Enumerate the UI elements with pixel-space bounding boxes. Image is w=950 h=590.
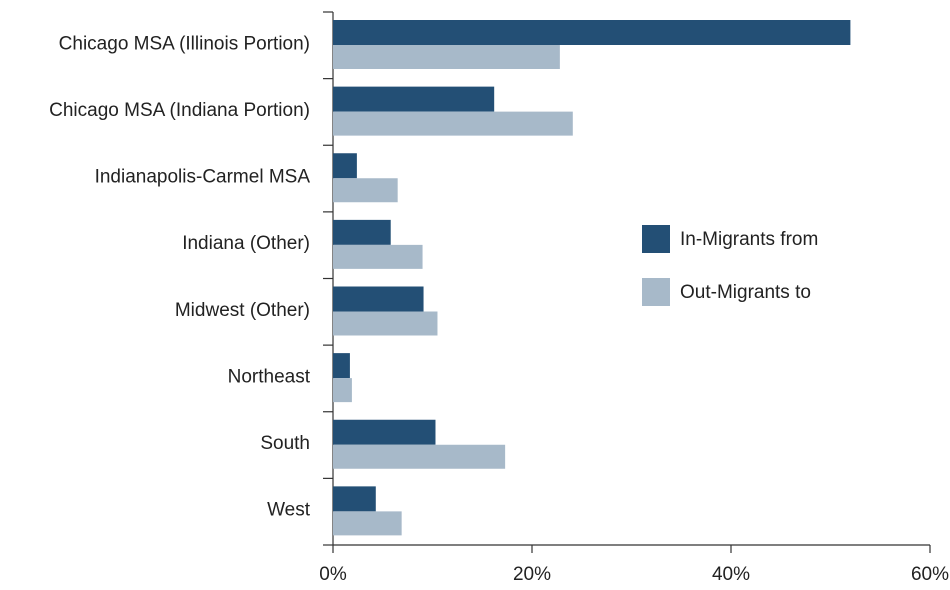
bar — [333, 286, 424, 312]
y-tick-label: Indiana (Other) — [182, 233, 310, 254]
bar — [333, 486, 376, 512]
bar — [333, 20, 851, 45]
legend-label: Out-Migrants to — [680, 282, 811, 303]
legend-swatch — [642, 225, 670, 253]
x-tick-label: 0% — [319, 564, 347, 585]
bar — [333, 378, 352, 403]
y-tick-label: Northeast — [228, 366, 311, 387]
bar — [333, 111, 573, 136]
x-tick-label: 60% — [911, 564, 949, 585]
x-tick-label: 20% — [513, 564, 551, 585]
bar — [333, 419, 436, 445]
y-tick-label: Indianapolis-Carmel MSA — [95, 167, 311, 188]
y-tick-label: Midwest (Other) — [175, 300, 310, 321]
y-tick-label: South — [260, 433, 310, 454]
legend-swatch — [642, 278, 670, 306]
bar — [333, 444, 506, 469]
y-tick-label: Chicago MSA (Indiana Portion) — [49, 100, 310, 121]
bar — [333, 353, 350, 379]
x-tick-label: 40% — [712, 564, 750, 585]
bar — [333, 178, 398, 203]
bar — [333, 244, 423, 269]
legend-label: In-Migrants from — [680, 229, 818, 250]
bar — [333, 511, 402, 536]
bar — [333, 153, 357, 179]
bar — [333, 219, 391, 245]
y-tick-label: West — [267, 500, 311, 521]
bar — [333, 311, 438, 336]
y-tick-label: Chicago MSA (Illinois Portion) — [59, 33, 310, 54]
bar — [333, 86, 495, 112]
bar — [333, 45, 560, 69]
